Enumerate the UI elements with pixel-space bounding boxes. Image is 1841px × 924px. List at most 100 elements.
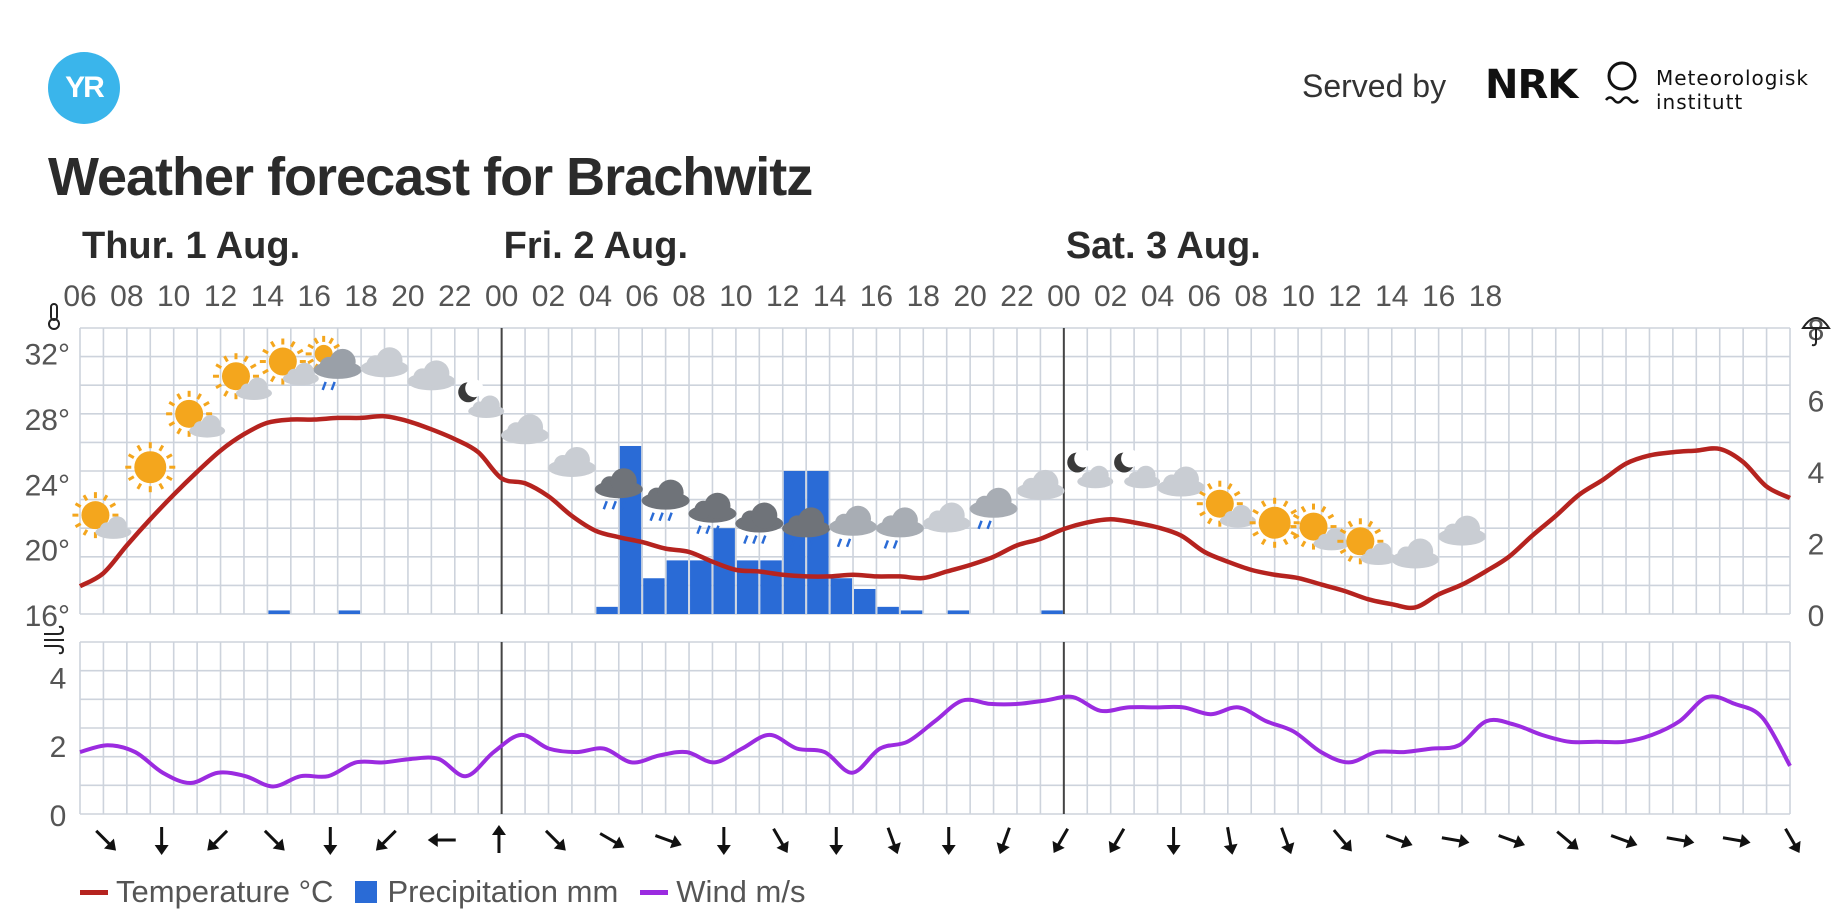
legend-item-precipitation[interactable]: Precipitation mm xyxy=(355,874,618,910)
hour-tick-label: 00 xyxy=(485,280,518,313)
cloudy-icon xyxy=(1016,469,1065,500)
hour-tick-label: 10 xyxy=(1281,280,1314,313)
wind-tick-label: 0 xyxy=(50,800,67,833)
wind-direction-arrow xyxy=(1385,834,1413,849)
wind-direction-arrow xyxy=(1722,833,1751,848)
partly-sunny-icon xyxy=(1290,503,1350,551)
wind-direction-arrow xyxy=(1166,827,1181,855)
day-label: Fri. 2 Aug. xyxy=(504,225,688,267)
legend-swatch-temperature xyxy=(80,889,108,895)
wind-direction-arrow xyxy=(1556,830,1579,850)
light-rain-icon xyxy=(875,507,924,549)
met-name-line1: Meteorologisk xyxy=(1656,66,1810,90)
cloudy-icon xyxy=(922,502,971,533)
umbrella-icon xyxy=(1801,317,1831,347)
wind-tick-label: 2 xyxy=(50,731,67,764)
legend-item-wind[interactable]: Wind m/s xyxy=(640,874,805,910)
hour-tick-label: 02 xyxy=(532,280,565,313)
wind-direction-arrow xyxy=(491,825,506,853)
wind-direction-arrow xyxy=(1498,834,1525,849)
precipitation-bar xyxy=(643,578,665,614)
wind-direction-arrow xyxy=(207,829,229,851)
precipitation-bar xyxy=(877,606,899,614)
cloudy-icon xyxy=(1391,538,1440,569)
wind-direction-arrow xyxy=(154,827,169,855)
light-rain-icon xyxy=(829,505,878,548)
hour-tick-label: 04 xyxy=(1141,280,1174,313)
hour-tick-label: 00 xyxy=(1047,280,1080,313)
hour-tick-label: 08 xyxy=(110,280,143,313)
cloudy-icon xyxy=(547,446,596,477)
legend-item-temperature[interactable]: Temperature °C xyxy=(80,874,333,910)
wind-direction-arrow xyxy=(1441,833,1470,848)
wind-direction-arrow xyxy=(716,827,731,855)
yr-logo[interactable]: YR xyxy=(48,52,120,124)
light-rain-icon xyxy=(969,487,1018,530)
precipitation-bar xyxy=(713,528,735,614)
wind-line xyxy=(79,694,1792,789)
wind-direction-arrow xyxy=(1052,827,1069,853)
hour-tick-label: 20 xyxy=(953,280,986,313)
wind-direction-arrow xyxy=(375,829,397,851)
precipitation-bar xyxy=(900,610,923,614)
precipitation-bar xyxy=(736,560,759,614)
wind-tick-label: 4 xyxy=(50,662,67,695)
rain-icon xyxy=(782,507,831,549)
temperature-tick-label: 28° xyxy=(25,404,70,437)
hour-tick-label: 12 xyxy=(766,280,799,313)
partly-sunny-icon xyxy=(166,390,226,438)
thermometer-icon xyxy=(48,303,60,330)
partly-sunny-icon xyxy=(1337,518,1397,566)
hour-tick-label: 12 xyxy=(1328,280,1361,313)
wind-direction-arrow xyxy=(1280,827,1295,855)
met-name-line2: institutt xyxy=(1656,90,1744,114)
hour-tick-label: 18 xyxy=(907,280,940,313)
wind-direction-arrow xyxy=(95,829,117,851)
hour-tick-label: 22 xyxy=(438,280,471,313)
hour-tick-label: 14 xyxy=(1375,280,1408,313)
precipitation-tick-label: 6 xyxy=(1808,386,1825,419)
legend-swatch-wind xyxy=(640,889,669,895)
legend-swatch-precipitation xyxy=(355,881,378,903)
wind-direction-arrow xyxy=(886,827,901,855)
temperature-line xyxy=(78,413,1791,611)
legend-label-precipitation: Precipitation mm xyxy=(387,874,619,909)
wind-direction-arrow xyxy=(544,829,566,851)
header: YR Served by NRK Meteorologisk institutt xyxy=(0,0,1841,140)
wind-direction-arrow xyxy=(1784,827,1801,853)
day-label: Thur. 1 Aug. xyxy=(82,225,300,267)
wind-direction-arrow xyxy=(427,833,456,847)
chart-legend: Temperature °C Precipitation mm Wind m/s xyxy=(80,872,827,912)
rain-icon xyxy=(641,479,690,522)
partly-sunny-icon xyxy=(259,338,319,386)
partly-cloudy-night-icon xyxy=(1067,449,1114,489)
wind-direction-arrow xyxy=(1108,827,1126,853)
wind-direction-arrow xyxy=(1332,829,1352,852)
hour-tick-label: 06 xyxy=(1188,280,1221,313)
precipitation-bar xyxy=(1041,610,1063,614)
temperature-tick-label: 32° xyxy=(25,339,70,372)
precipitation-bar xyxy=(268,610,290,614)
partly-cloudy-night-icon xyxy=(1114,449,1161,489)
precipitation-tick-label: 4 xyxy=(1808,457,1825,490)
hour-tick-label: 16 xyxy=(1422,280,1455,313)
hour-tick-label: 20 xyxy=(391,280,424,313)
precipitation-bar xyxy=(690,560,712,614)
precipitation-bar xyxy=(947,610,970,614)
met-institute-name[interactable]: Meteorologisk institutt xyxy=(1656,66,1809,114)
wind-direction-arrow xyxy=(263,829,285,851)
precipitation-bar xyxy=(854,588,876,614)
precipitation-tick-label: 2 xyxy=(1808,529,1825,562)
hour-tick-label: 16 xyxy=(860,280,893,313)
nrk-logo[interactable]: NRK xyxy=(1485,62,1578,108)
legend-label-wind: Wind m/s xyxy=(676,874,806,909)
precipitation-bar xyxy=(666,560,689,614)
chart-grid xyxy=(79,327,1791,815)
cloudy-icon xyxy=(360,347,409,378)
wind-direction-arrow xyxy=(772,827,789,853)
hour-tick-label: 02 xyxy=(1094,280,1127,313)
sunny-icon xyxy=(125,442,176,493)
hour-tick-label: 06 xyxy=(63,280,96,313)
hour-tick-label: 22 xyxy=(1000,280,1033,313)
hour-tick-label: 10 xyxy=(157,280,190,313)
